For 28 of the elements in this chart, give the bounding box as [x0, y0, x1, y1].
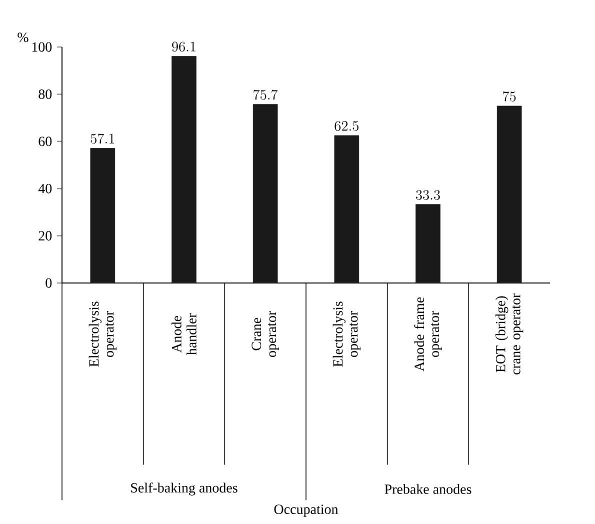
y-axis-title: %: [18, 32, 28, 42]
x-tick-label: Electrolysis operator: [88, 302, 117, 367]
x-tick-label: Anode handler: [172, 313, 196, 356]
bar: [252, 104, 278, 284]
bar: [416, 204, 440, 284]
data-label: 62.5: [334, 121, 358, 131]
y-tick-label: 20: [38, 231, 52, 241]
y-tick-label: 0: [46, 278, 52, 288]
bar: [90, 148, 116, 284]
x-tick-label: Crane operator: [252, 310, 279, 357]
data-label: 75.7: [254, 90, 278, 100]
bar: [334, 135, 360, 284]
data-label: 57. 1: [90, 134, 114, 144]
y-tick-label: 80: [38, 89, 52, 99]
data-label: 96. 1: [172, 42, 196, 52]
data-label: 33.3: [416, 190, 440, 200]
y-tick-label: 60: [38, 136, 52, 146]
bar: [172, 56, 196, 284]
y-tick-label: 100: [32, 42, 52, 52]
x-tick-label: EOT (bridge) crane operator: [495, 293, 524, 374]
y-tick-label: 40: [38, 184, 52, 194]
text: Prebake anodes: [384, 484, 472, 494]
data-label: 75: [503, 91, 516, 102]
text: Self-baking anodes: [131, 482, 238, 496]
x-tick-label: Anode frame operator: [414, 297, 442, 372]
text: Occupation: [274, 504, 338, 517]
x-tick-label: Electrolysis operator: [332, 302, 361, 367]
bar: [496, 106, 522, 284]
